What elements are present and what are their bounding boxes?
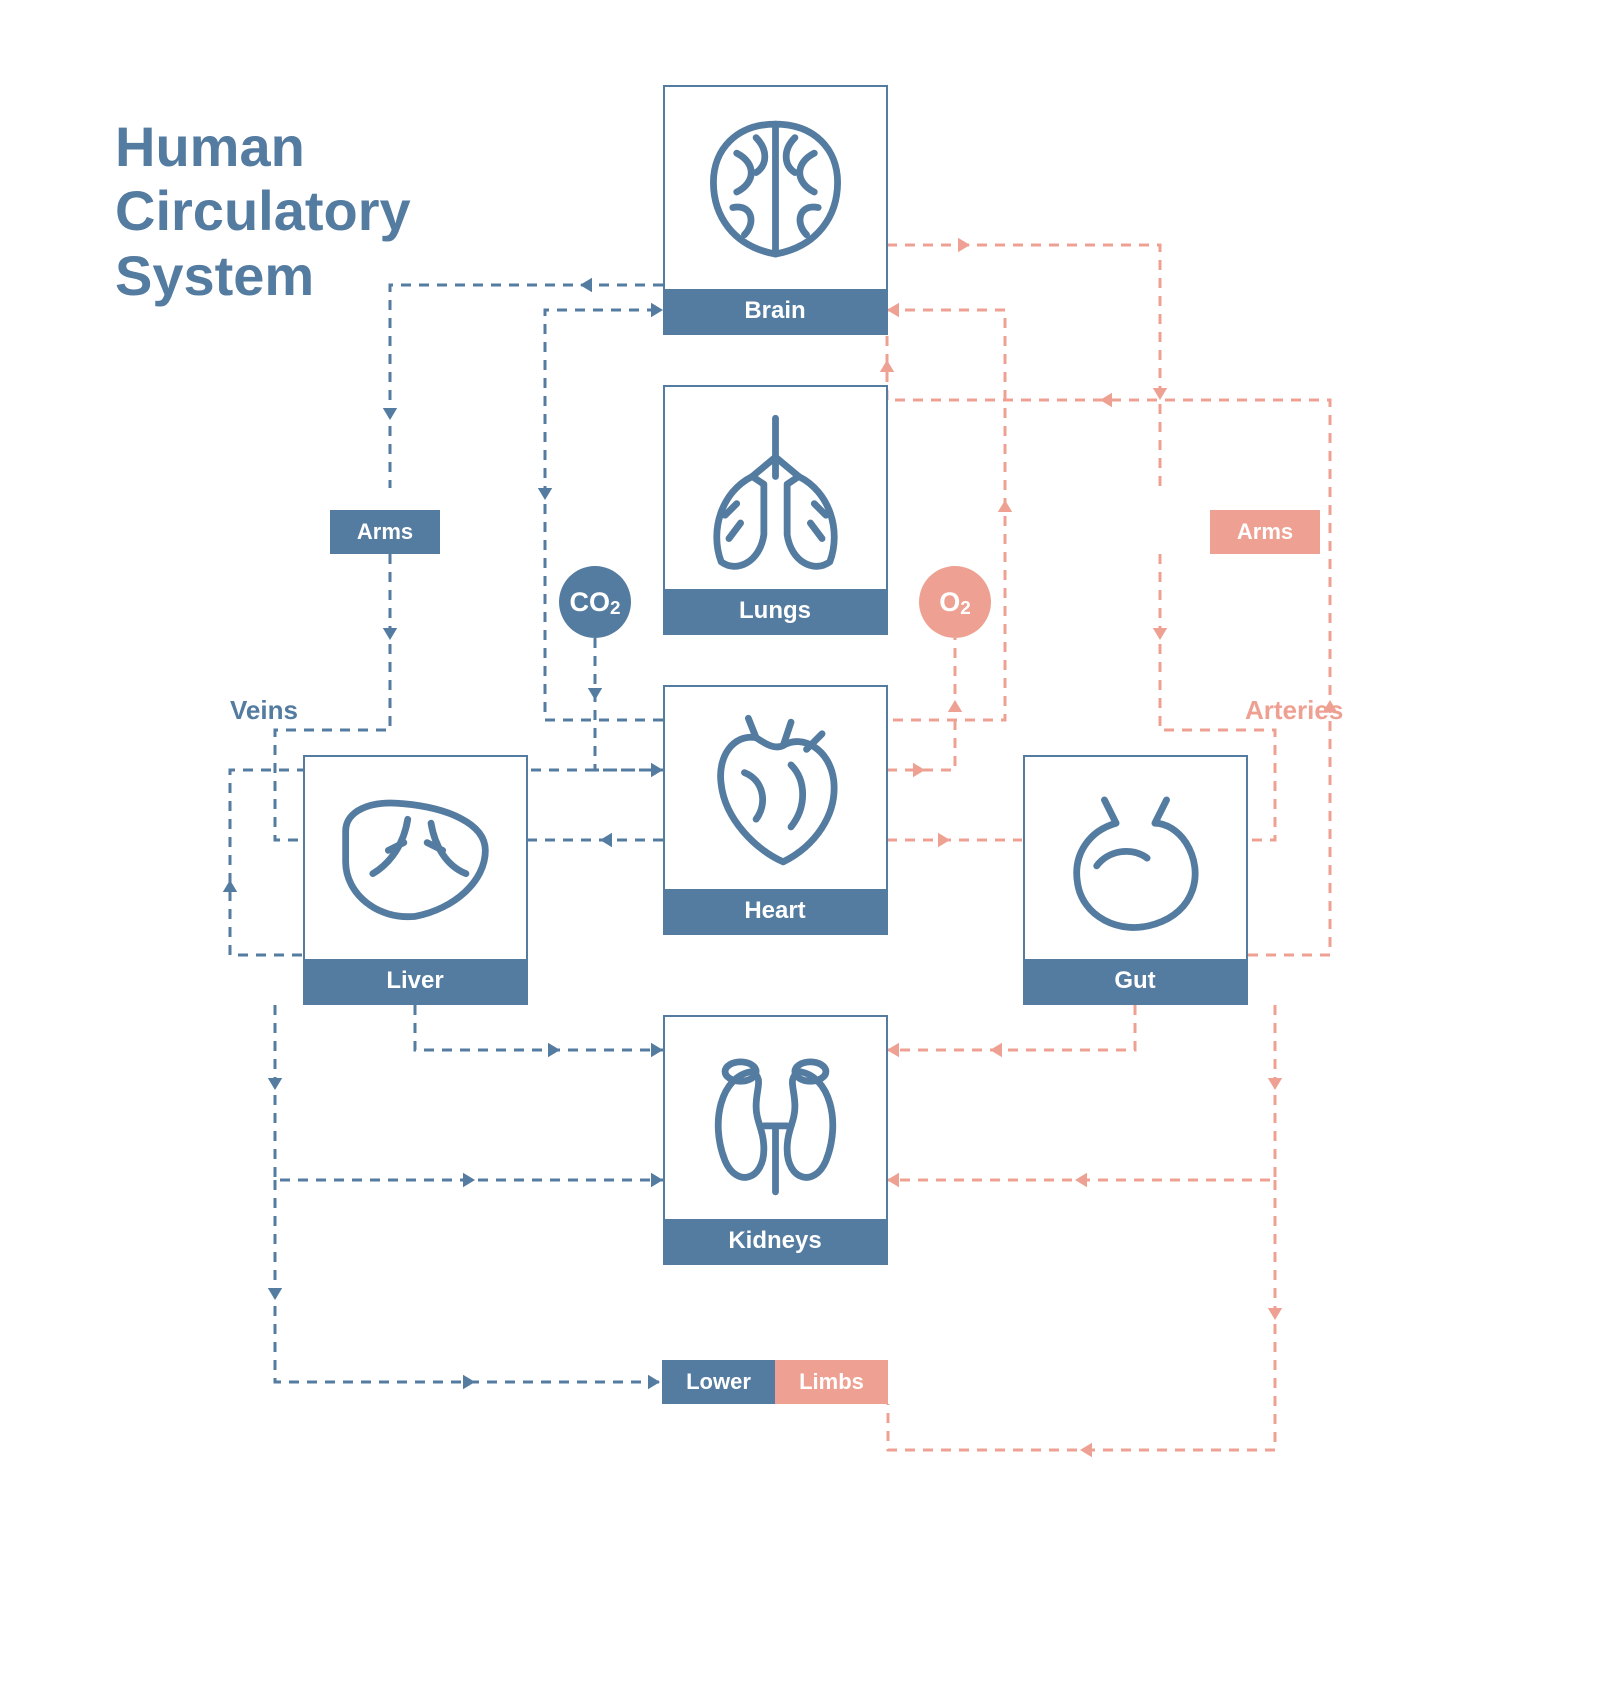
flow-arrow-icon <box>600 833 612 847</box>
flow-arrow-icon <box>463 1375 475 1389</box>
flow-arrow-icon <box>651 1173 663 1187</box>
lungs-label: Lungs <box>665 589 886 633</box>
flow-arrow-icon <box>990 1043 1002 1057</box>
flow-arrow-icon <box>268 1288 282 1300</box>
flow-arrow-icon <box>1153 388 1167 400</box>
tag-arms_left: Arms <box>330 510 440 554</box>
flow-arrow-icon <box>223 880 237 892</box>
title-line-2: Circulatory <box>115 179 411 243</box>
artery-connection <box>887 1005 1275 1180</box>
flow-arrow-icon <box>998 500 1012 512</box>
lungs-organ-box: Lungs <box>663 385 888 635</box>
gas-badge-o2: O2 <box>919 566 991 638</box>
tag-limbs: Limbs <box>775 1360 888 1404</box>
flow-arrow-icon <box>1268 1078 1282 1090</box>
diagram-canvas: Human Circulatory System Brain Lungs Hea… <box>0 0 1600 1690</box>
gas-sub: 2 <box>610 598 621 620</box>
flow-arrow-icon <box>1153 628 1167 640</box>
flow-arrow-icon <box>887 1173 899 1187</box>
flow-arrow-icon <box>1075 1173 1087 1187</box>
kidneys-organ-box: Kidneys <box>663 1015 888 1265</box>
flow-arrow-icon <box>913 763 925 777</box>
heart-icon <box>673 695 878 889</box>
tag-arms_right: Arms <box>1210 510 1320 554</box>
gas-text: O <box>939 587 960 618</box>
title-line-3: System <box>115 244 411 308</box>
heart-label: Heart <box>665 889 886 933</box>
flow-arrow-icon <box>1100 393 1112 407</box>
lungs-icon <box>673 395 878 589</box>
flow-arrow-icon <box>651 303 663 317</box>
liver-icon <box>313 765 518 959</box>
artery-connection <box>887 638 955 770</box>
flow-arrow-icon <box>1268 1308 1282 1320</box>
gas-sub: 2 <box>960 598 971 620</box>
gut-icon <box>1033 765 1238 959</box>
flow-arrow-icon <box>580 278 592 292</box>
gas-badge-co2: CO2 <box>559 566 631 638</box>
flow-arrow-icon <box>548 1043 560 1057</box>
flow-arrow-icon <box>887 1043 899 1057</box>
kidneys-icon <box>673 1025 878 1219</box>
flow-arrow-icon <box>651 1043 663 1057</box>
artery-connection <box>888 1180 1275 1450</box>
flow-arrow-icon <box>538 488 552 500</box>
brain-icon <box>673 95 878 289</box>
flow-arrow-icon <box>880 360 894 372</box>
liver-label: Liver <box>305 959 526 1003</box>
flow-arrow-icon <box>651 763 663 777</box>
brain-organ-box: Brain <box>663 85 888 335</box>
vein-connection <box>545 310 663 720</box>
artery-connection <box>887 1005 1135 1050</box>
tag-lower: Lower <box>662 1360 775 1404</box>
gut-organ-box: Gut <box>1023 755 1248 1005</box>
label-veins: Veins <box>230 695 298 726</box>
brain-label: Brain <box>665 289 886 333</box>
vein-connection <box>390 285 663 488</box>
artery-connection <box>887 310 1005 720</box>
gut-label: Gut <box>1025 959 1246 1003</box>
vein-connection <box>275 1180 662 1382</box>
vein-connection <box>275 1005 663 1180</box>
flow-arrow-icon <box>648 1375 660 1389</box>
diagram-title: Human Circulatory System <box>115 115 411 308</box>
kidneys-label: Kidneys <box>665 1219 886 1263</box>
label-arteries: Arteries <box>1245 695 1343 726</box>
vein-connection <box>595 638 663 770</box>
heart-organ-box: Heart <box>663 685 888 935</box>
flow-arrow-icon <box>887 303 899 317</box>
liver-organ-box: Liver <box>303 755 528 1005</box>
flow-arrow-icon <box>1080 1443 1092 1457</box>
flow-arrow-icon <box>463 1173 475 1187</box>
flow-arrow-icon <box>938 833 950 847</box>
flow-arrow-icon <box>958 238 970 252</box>
flow-arrow-icon <box>948 700 962 712</box>
artery-connection <box>887 245 1160 488</box>
flow-arrow-icon <box>268 1078 282 1090</box>
flow-arrow-icon <box>383 628 397 640</box>
flow-arrow-icon <box>383 408 397 420</box>
gas-text: CO <box>569 587 610 618</box>
flow-arrow-icon <box>588 688 602 700</box>
title-line-1: Human <box>115 115 411 179</box>
vein-connection <box>415 1005 663 1050</box>
